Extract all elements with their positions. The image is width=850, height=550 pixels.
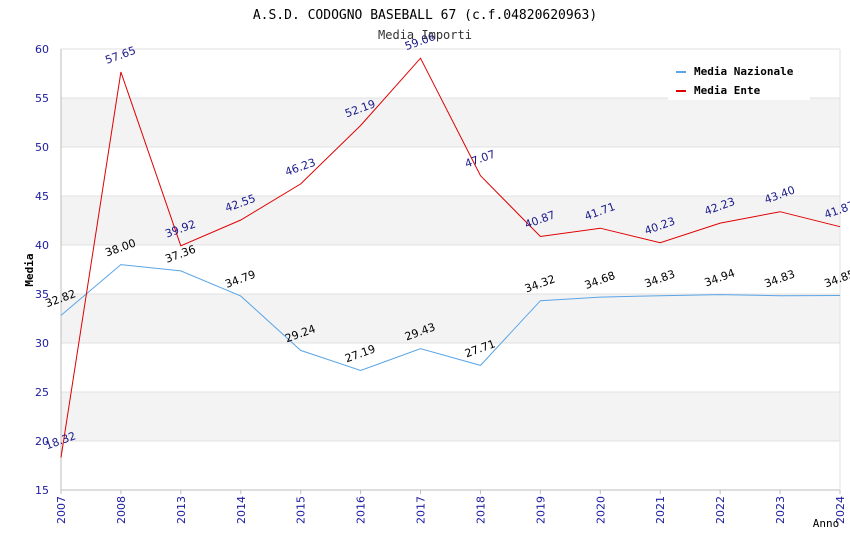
y-tick-label: 45 [35,190,49,203]
data-label: 34.85 [823,267,850,290]
data-label: 34.79 [223,268,257,291]
x-tick-label: 2014 [235,496,248,524]
x-tick-label: 2015 [295,496,308,524]
x-tick-label: 2017 [415,496,428,524]
legend-label-media-nazionale: Media Nazionale [694,65,794,78]
data-label: 34.83 [643,267,677,290]
data-label: 57.65 [104,44,138,67]
grid-bands [61,98,840,441]
chart-title: A.S.D. CODOGNO BASEBALL 67 (c.f.04820620… [253,8,597,23]
grid-band [61,196,840,245]
series-line-media-nazionale [60,264,841,372]
chart-subtitle: Media Importi [378,28,472,42]
y-tick-label: 60 [35,43,49,56]
grid-band [61,392,840,441]
y-tick-labels: 15 20 25 30 35 40 45 50 55 60 [35,43,49,497]
data-label: 34.68 [583,269,617,292]
x-axis-label: Anno [813,517,840,530]
data-label: 46.23 [283,156,317,179]
x-tick-label: 2008 [115,496,128,524]
legend-box [668,60,810,100]
x-tick-label: 2023 [774,496,787,524]
axes [60,49,841,494]
data-label: 34.32 [523,272,557,295]
grid-band [61,294,840,343]
legend-label-media-ente: Media Ente [694,84,761,97]
data-label: 34.94 [703,266,737,289]
y-tick-label: 30 [35,337,49,350]
y-axis-label: Media [23,253,36,286]
x-tick-labels: 2007 2008 2013 2014 2015 2016 2017 2018 2019 2020… [55,496,847,524]
y-tick-label: 20 [35,435,49,448]
x-tick-label: 2022 [714,496,727,524]
x-tick-label: 2016 [355,496,368,524]
x-tick-label: 2018 [474,496,487,524]
y-tick-label: 25 [35,386,49,399]
x-tick-label: 2019 [534,496,547,524]
series-lines [60,57,841,458]
data-label: 27.19 [343,342,377,365]
y-tick-label: 50 [35,141,49,154]
grid-band [61,98,840,147]
x-tick-label: 2024 [834,496,847,524]
x-tick-label: 2013 [175,496,188,524]
series-line-media-ente [60,57,841,458]
y-tick-label: 40 [35,239,49,252]
x-tick-label: 2021 [654,496,667,524]
x-tick-label: 2007 [55,496,68,524]
x-tick-label: 2020 [594,496,607,524]
y-tick-label: 35 [35,288,49,301]
legend: Media Nazionale Media Ente [668,60,810,100]
data-label: 34.83 [763,267,797,290]
y-tick-label: 15 [35,484,49,497]
y-tick-label: 55 [35,92,49,105]
